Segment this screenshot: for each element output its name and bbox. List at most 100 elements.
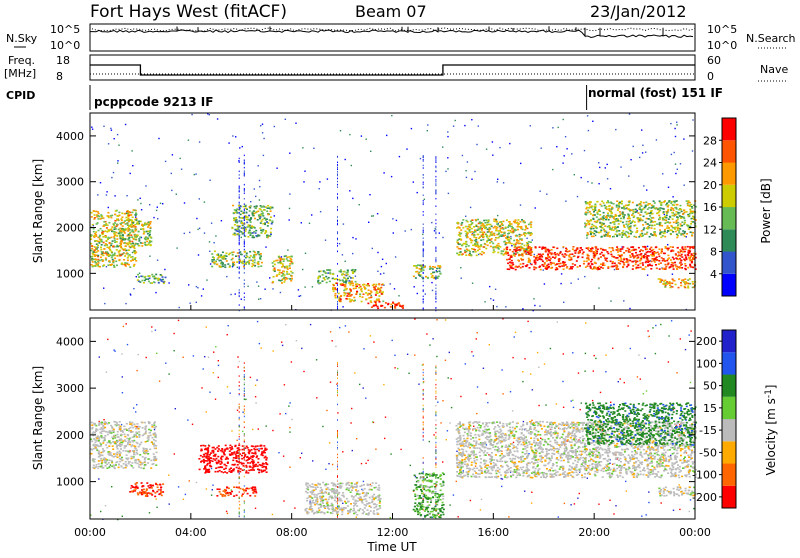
- power-echo-point: [277, 269, 279, 271]
- power-echo-point: [432, 275, 434, 277]
- power-echo-point: [619, 211, 621, 213]
- velocity-noise-point: [487, 402, 488, 403]
- power-echo-point: [525, 253, 527, 255]
- velocity-echo-point: [150, 460, 152, 462]
- power-noise-point: [460, 267, 461, 268]
- velocity-echo-point: [112, 441, 114, 443]
- power-echo-point: [662, 231, 664, 233]
- velocity-echo-point: [131, 446, 133, 448]
- power-echo-point: [128, 215, 130, 217]
- power-echo-point: [485, 227, 487, 229]
- power-noise-point: [563, 302, 564, 303]
- power-streak-point: [239, 240, 240, 242]
- power-echo-point: [139, 281, 141, 283]
- power-echo-point: [470, 242, 472, 244]
- power-streak-point: [244, 259, 245, 261]
- velocity-noise-point: [103, 419, 104, 420]
- power-noise-point: [552, 169, 553, 170]
- power-echo-point: [664, 253, 666, 255]
- velocity-noise-point: [106, 372, 107, 373]
- power-echo-point: [107, 229, 109, 231]
- velocity-echo-point: [145, 441, 147, 443]
- power-noise-point: [442, 146, 443, 147]
- power-echo-point: [614, 263, 616, 265]
- power-echo-point: [556, 267, 558, 269]
- power-echo-point: [270, 228, 272, 230]
- velocity-echo-point: [119, 421, 121, 423]
- power-echo-point: [675, 227, 677, 229]
- power-echo-point: [594, 209, 596, 211]
- velocity-echo-point: [134, 426, 136, 428]
- velocity-noise-point: [174, 453, 175, 454]
- power-echo-point: [278, 274, 280, 276]
- velocity-echo-point: [126, 465, 128, 467]
- power-echo-point: [643, 202, 645, 204]
- velocity-noise-point: [201, 387, 202, 388]
- power-echo-point: [353, 288, 355, 290]
- power-echo-point: [623, 218, 625, 220]
- power-colorbar-label: Power [dB]: [759, 178, 773, 243]
- power-streak-point: [423, 277, 424, 279]
- power-echo-point: [138, 221, 140, 223]
- power-echo-point: [237, 225, 239, 227]
- velocity-echo-point: [132, 457, 134, 459]
- velocity-echo-point: [145, 425, 147, 427]
- velocity-noise-point: [283, 500, 284, 501]
- power-streak-point: [423, 301, 424, 303]
- power-noise-point: [184, 233, 185, 234]
- power-streak-point: [337, 169, 338, 171]
- power-echo-point: [656, 268, 658, 270]
- velocity-echo-point: [153, 453, 155, 455]
- power-noise-point: [382, 259, 383, 260]
- power-streak-point: [239, 257, 240, 259]
- power-echo-point: [691, 218, 693, 220]
- velocity-noise-point: [572, 400, 573, 401]
- power-echo-point: [127, 219, 129, 221]
- power-streak-point: [337, 289, 338, 291]
- power-echo-point: [473, 226, 475, 228]
- power-echo-point: [643, 246, 645, 248]
- power-echo-point: [360, 286, 362, 288]
- velocity-noise-point: [445, 360, 446, 361]
- power-echo-point: [347, 278, 349, 280]
- power-echo-point: [659, 202, 661, 204]
- power-echo-point: [600, 218, 602, 220]
- power-echo-point: [638, 247, 640, 249]
- power-noise-point: [526, 252, 527, 253]
- velocity-echo-point: [111, 426, 113, 428]
- power-noise-point: [139, 273, 140, 274]
- power-noise-point: [352, 253, 353, 254]
- power-colorbar-segment: [722, 185, 736, 207]
- power-echo-point: [464, 243, 466, 245]
- power-echo-point: [134, 258, 136, 260]
- velocity-noise-point: [448, 377, 449, 378]
- velocity-echo-point: [135, 448, 137, 450]
- power-echo-point: [507, 226, 509, 228]
- power-echo-point: [610, 251, 612, 253]
- power-noise-point: [289, 219, 290, 220]
- power-echo-point: [102, 236, 104, 238]
- power-echo-point: [594, 268, 596, 270]
- power-echo-point: [273, 261, 275, 263]
- power-echo-point: [140, 276, 142, 278]
- power-noise-point: [511, 245, 512, 246]
- power-noise-point: [100, 182, 101, 183]
- power-echo-point: [588, 247, 590, 249]
- power-echo-point: [577, 257, 579, 259]
- power-noise-point: [289, 153, 290, 154]
- power-echo-point: [252, 235, 254, 237]
- power-echo-point: [370, 302, 372, 304]
- power-echo-point: [234, 234, 236, 236]
- power-echo-point: [648, 207, 650, 209]
- power-echo-point: [467, 228, 469, 230]
- power-echo-point: [672, 208, 674, 210]
- velocity-echo-point: [142, 448, 144, 450]
- velocity-echo-point: [115, 464, 117, 466]
- velocity-noise-point: [122, 516, 123, 517]
- power-echo-point: [149, 223, 151, 225]
- power-echo-point: [138, 238, 140, 240]
- power-echo-point: [609, 247, 611, 249]
- velocity-noise-point: [342, 451, 343, 452]
- power-echo-point: [418, 273, 420, 275]
- power-echo-point: [471, 234, 473, 236]
